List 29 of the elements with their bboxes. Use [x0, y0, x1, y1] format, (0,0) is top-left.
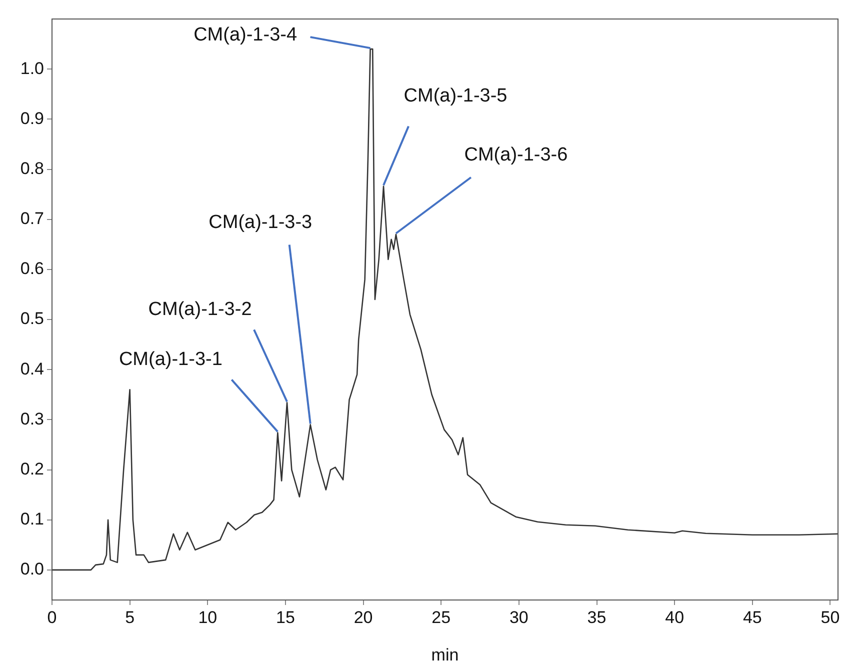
x-tick-label: 50 [820, 608, 840, 627]
y-tick-label: 0.1 [20, 510, 44, 529]
x-tick-label: 40 [665, 608, 684, 627]
annotation: CM(a)-1-3-6 [464, 144, 568, 166]
x-tick-label: 10 [198, 608, 218, 627]
x-tick-label: 35 [587, 608, 606, 627]
y-tick-label: 0.5 [20, 309, 44, 328]
x-tick-label: 45 [742, 608, 762, 627]
x-tick-label: 20 [354, 608, 373, 627]
x-tick-label: 15 [276, 608, 295, 627]
x-tick-label: 5 [125, 608, 135, 627]
y-tick-label: 0.3 [20, 409, 44, 428]
y-tick-label: 0.0 [20, 560, 44, 579]
annotation: CM(a)-1-3-5 [404, 86, 508, 107]
y-tick-label: 0.6 [20, 259, 44, 278]
x-tick-label: 25 [432, 608, 451, 627]
x-tick-label: 0 [47, 608, 57, 627]
annotation: CM(a)-1-3-3 [208, 212, 312, 233]
y-tick-label: 1.0 [20, 58, 44, 78]
annotation: CM(a)-1-3-4 [194, 24, 298, 46]
y-tick-label: 0.8 [20, 158, 44, 178]
y-tick-label: 0.9 [20, 108, 44, 128]
y-tick-label: 0.2 [20, 459, 44, 478]
annotation: CM(a)-1-3-1 [118, 348, 222, 370]
y-tick-label: 0.7 [20, 209, 44, 228]
annotation: CM(a)-1-3-2 [148, 298, 252, 320]
x-axis-title: min [431, 645, 459, 664]
x-tick-label: 30 [509, 608, 528, 627]
y-tick-label: 0.4 [20, 359, 44, 378]
